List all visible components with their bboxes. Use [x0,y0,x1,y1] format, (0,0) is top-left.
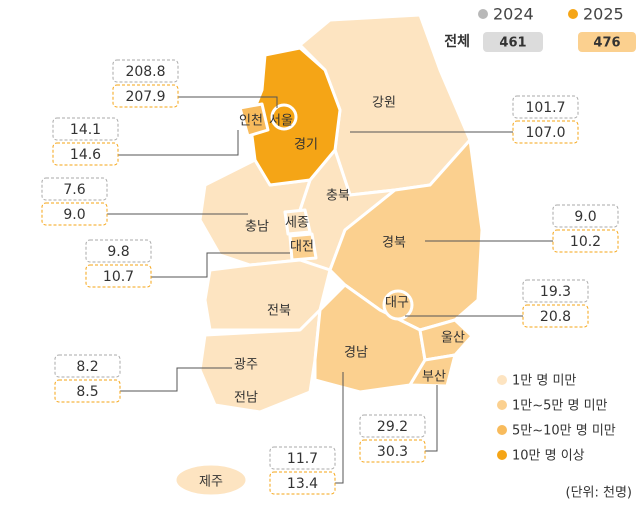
region-value: 20.8 [540,309,571,325]
region-value: 10.7 [103,269,134,285]
leader-line [178,96,278,108]
legend-label: 2025 [583,5,624,24]
region-label: 인천 [239,114,263,129]
leader-line [151,252,290,278]
region-value: 14.6 [70,147,101,163]
region-label: 충남 [245,220,269,235]
value-box [359,414,426,438]
color-legend-dot [497,425,507,435]
incheon-area [238,102,270,138]
value-box [52,142,119,166]
jeonnam-area [198,308,322,414]
region-label: 대구 [385,296,409,311]
unit-note: (단위: 천명) [566,486,633,501]
color-legend-label: 1만~5만 명 미만 [512,399,608,414]
region-label: 경남 [344,346,368,361]
region-value: 207.9 [125,89,165,105]
region-value: 9.0 [574,209,596,225]
region-label: 경기 [294,138,318,153]
total-value: 476 [593,36,620,51]
value-box [52,117,119,141]
value-box [512,95,579,119]
legend-dot [478,9,488,19]
region-value: 19.3 [540,284,571,300]
daegu-area [382,289,414,321]
region-label: 강원 [372,96,396,111]
region-label: 대전 [290,240,314,255]
legend-label: 2024 [493,5,534,24]
jeju-area [173,462,249,498]
region-value: 14.1 [70,122,101,138]
region-label: 세종 [285,216,309,231]
value-box [552,204,619,228]
value-box [359,439,426,463]
value-box [41,202,108,226]
color-legend-label: 1만 명 미만 [512,374,576,389]
color-legend-dot [497,400,507,410]
value-box [41,177,108,201]
value-box [112,59,179,83]
color-legend-label: 5만~10만 명 미만 [512,424,616,439]
total-value: 461 [499,36,526,51]
ulsan-area [418,318,474,362]
leader-line [120,367,232,392]
region-value: 30.3 [377,444,408,460]
total-pill [483,32,543,52]
value-box [269,446,336,470]
region-label: 제주 [199,475,223,490]
color-legend-dot [497,450,507,460]
region-value: 8.2 [76,359,98,375]
gyeongbuk-area [328,138,484,332]
value-box [85,264,152,288]
legend-dot [568,9,578,19]
leader-line [118,130,239,156]
leader-line [425,385,438,452]
region-value: 13.4 [287,476,318,492]
value-box [269,471,336,495]
leader-line [335,372,344,484]
sejong-area [283,208,312,236]
region-value: 10.2 [570,234,601,250]
value-box [522,304,589,328]
region-value: 29.2 [377,419,408,435]
region-label: 전북 [267,304,291,319]
region-value: 11.7 [287,451,318,467]
total-pill [578,32,636,52]
value-box [112,84,179,108]
region-value: 101.7 [525,100,565,116]
busan-area [408,353,457,388]
daejeon-area [288,232,318,262]
value-box [512,120,579,144]
value-box [85,239,152,263]
region-value: 107.0 [525,125,565,141]
region-value: 7.6 [63,182,85,198]
region-label: 경북 [382,236,406,251]
region-value: 9.0 [63,207,85,223]
seoul-area [270,103,298,131]
region-label: 서울 [269,114,293,129]
region-label: 광주 [234,358,258,373]
value-box [522,279,589,303]
map [173,13,484,498]
total-label: 전체 [444,33,470,50]
value-box [54,354,121,378]
region-label: 울산 [441,331,465,346]
region-value: 8.5 [76,384,98,400]
value-box [54,379,121,403]
color-legend-label: 10만 명 이상 [512,449,585,464]
region-value: 9.8 [107,244,129,260]
value-box [552,229,619,253]
region-label: 전남 [234,391,258,406]
region-value: 208.8 [125,64,165,80]
region-label: 충북 [326,189,350,204]
region-label: 부산 [422,370,446,385]
color-legend-dot [497,375,507,385]
